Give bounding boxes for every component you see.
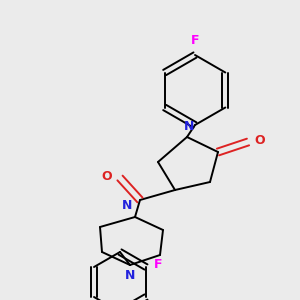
Text: O: O xyxy=(254,134,265,146)
Text: N: N xyxy=(122,199,132,212)
Text: F: F xyxy=(191,34,199,47)
Text: N: N xyxy=(125,269,135,282)
Text: F: F xyxy=(154,259,163,272)
Text: N: N xyxy=(184,120,194,133)
Text: O: O xyxy=(101,169,112,182)
